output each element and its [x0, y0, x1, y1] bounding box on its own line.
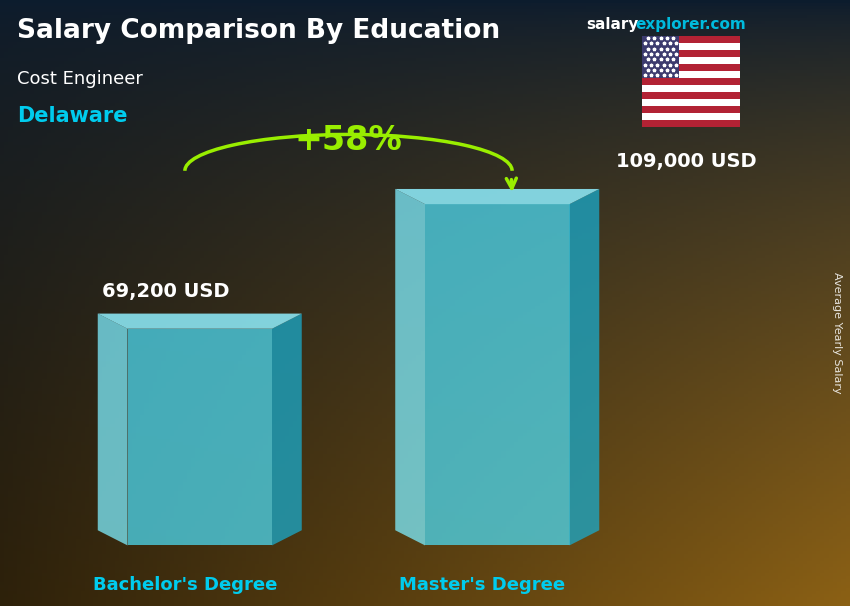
Text: 69,200 USD: 69,200 USD — [102, 282, 230, 301]
Polygon shape — [395, 189, 425, 545]
Text: Cost Engineer: Cost Engineer — [17, 70, 143, 88]
Polygon shape — [128, 328, 272, 545]
Text: 109,000 USD: 109,000 USD — [616, 152, 756, 171]
Text: Salary Comparison By Education: Salary Comparison By Education — [17, 18, 500, 44]
Bar — [642, 106, 740, 113]
Bar — [642, 36, 740, 44]
Bar — [642, 99, 740, 106]
Text: Bachelor's Degree: Bachelor's Degree — [93, 576, 277, 594]
Polygon shape — [570, 189, 599, 545]
Bar — [642, 113, 740, 120]
Text: explorer.com: explorer.com — [635, 17, 745, 32]
Bar — [642, 120, 740, 127]
Bar — [642, 58, 740, 64]
Polygon shape — [272, 313, 302, 545]
Bar — [642, 36, 679, 78]
Polygon shape — [98, 313, 127, 545]
Polygon shape — [425, 204, 570, 545]
Text: salary: salary — [586, 17, 639, 32]
Polygon shape — [395, 189, 599, 204]
Bar — [642, 44, 740, 50]
Bar — [642, 78, 740, 85]
Bar — [642, 85, 740, 92]
Bar — [642, 50, 740, 58]
Text: Master's Degree: Master's Degree — [400, 576, 565, 594]
Bar — [642, 64, 740, 72]
Text: Average Yearly Salary: Average Yearly Salary — [832, 273, 842, 394]
Text: +58%: +58% — [295, 124, 402, 157]
Polygon shape — [98, 313, 302, 328]
Text: Delaware: Delaware — [17, 106, 128, 126]
Bar — [642, 92, 740, 99]
Bar — [642, 72, 740, 78]
